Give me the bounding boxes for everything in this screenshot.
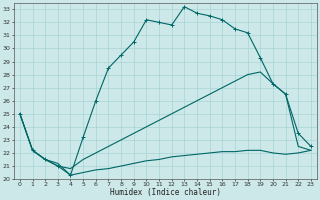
X-axis label: Humidex (Indice chaleur): Humidex (Indice chaleur)	[110, 188, 221, 197]
